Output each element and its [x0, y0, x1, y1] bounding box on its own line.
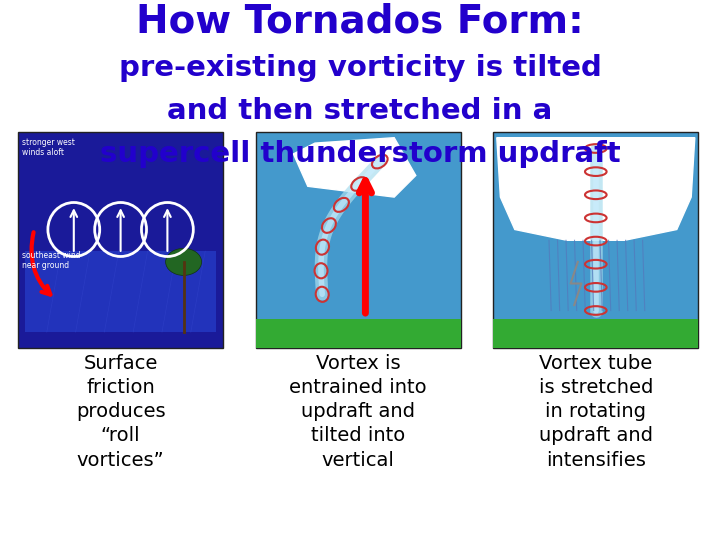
- Text: southeast wind
near ground: southeast wind near ground: [22, 251, 80, 271]
- Text: Surface
friction
produces
“roll
vortices”: Surface friction produces “roll vortices…: [76, 354, 166, 470]
- Bar: [18, 132, 223, 348]
- Text: Vortex tube
is stretched
in rotating
updraft and
intensifies: Vortex tube is stretched in rotating upd…: [539, 354, 653, 470]
- Text: Vortex is
entrained into
updraft and
tilted into
vertical: Vortex is entrained into updraft and til…: [289, 354, 427, 470]
- Polygon shape: [294, 138, 416, 197]
- Circle shape: [166, 248, 202, 275]
- Bar: [493, 132, 698, 348]
- Polygon shape: [25, 251, 216, 332]
- Bar: [256, 132, 461, 348]
- Text: and then stretched in a: and then stretched in a: [167, 97, 553, 125]
- Bar: [493, 319, 698, 348]
- Bar: [256, 319, 461, 348]
- Text: supercell thunderstorm updraft: supercell thunderstorm updraft: [99, 140, 621, 168]
- Polygon shape: [497, 138, 695, 240]
- Text: pre-existing vorticity is tilted: pre-existing vorticity is tilted: [119, 54, 601, 82]
- Text: stronger west
winds aloft: stronger west winds aloft: [22, 138, 74, 157]
- Text: How Tornados Form:: How Tornados Form:: [136, 3, 584, 40]
